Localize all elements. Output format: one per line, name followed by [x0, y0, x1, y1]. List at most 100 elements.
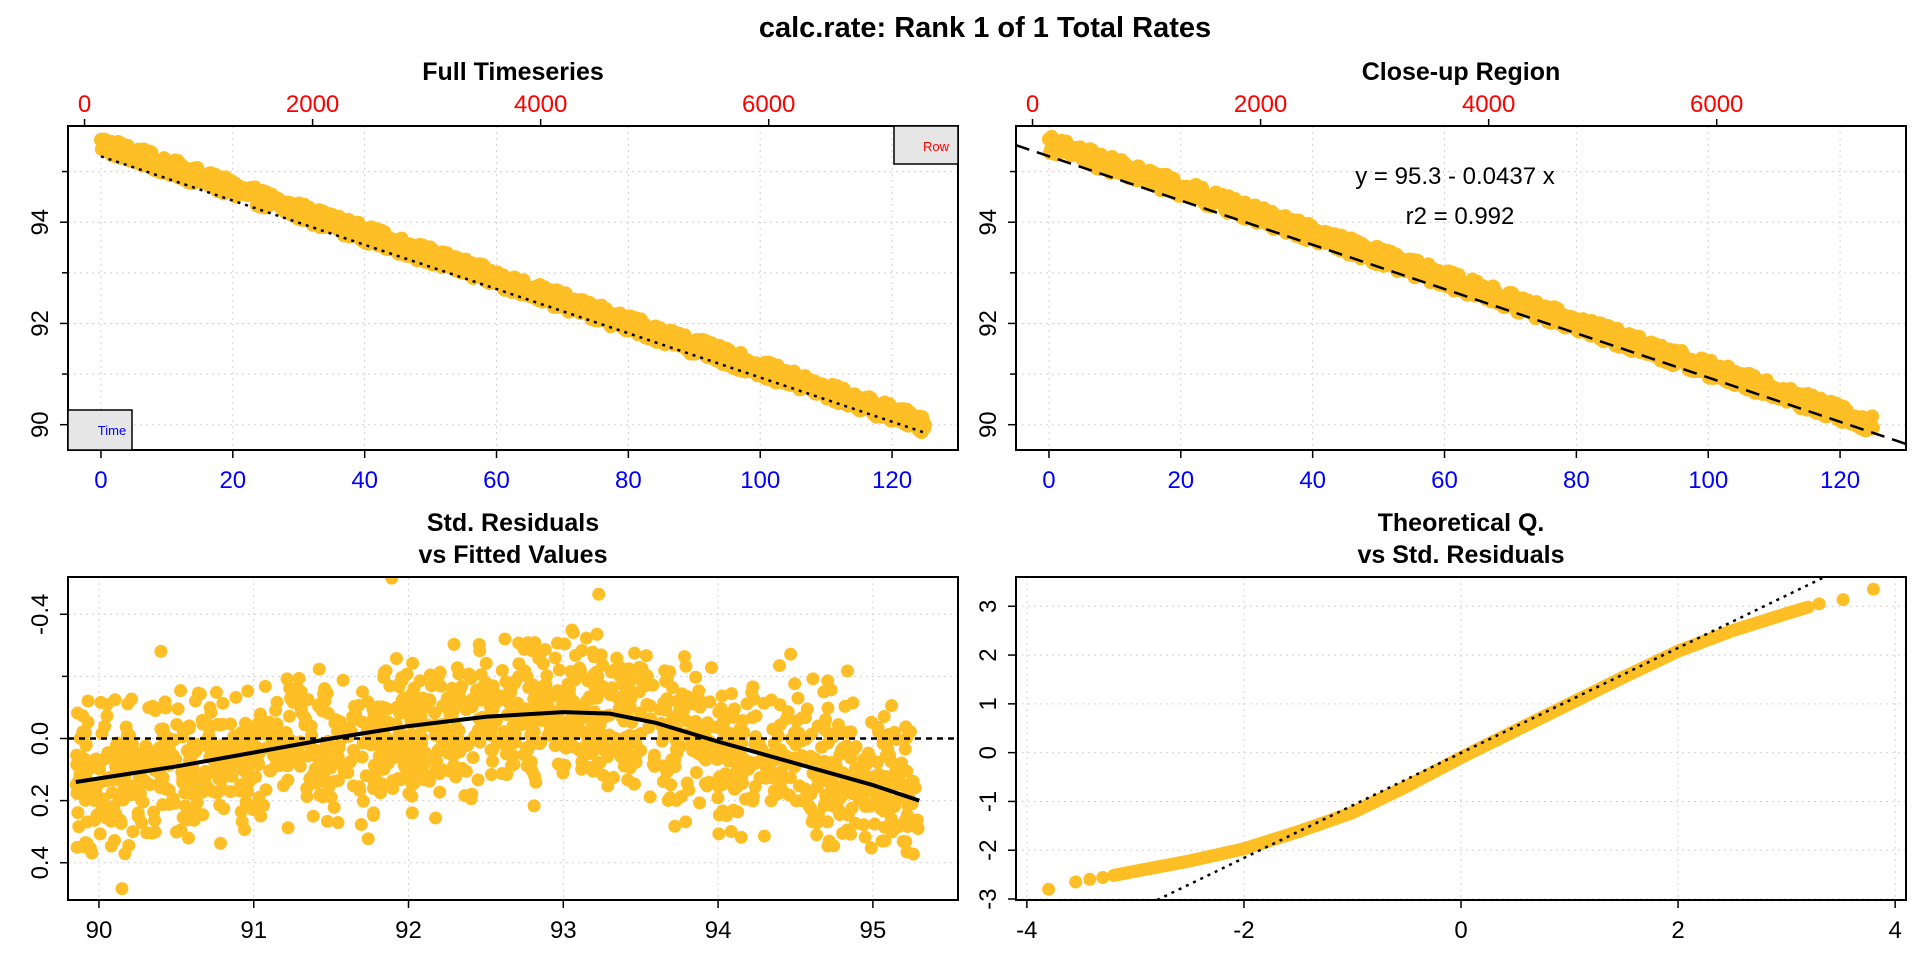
y-tick-label: 1: [975, 697, 1002, 710]
data-point: [669, 793, 683, 807]
panel-title-line2: vs Std. Residuals: [1357, 541, 1564, 569]
data-point: [558, 758, 572, 772]
data-point: [792, 779, 806, 793]
data-point: [712, 808, 726, 822]
data-point: [70, 786, 84, 800]
data-point: [633, 706, 647, 720]
data-point: [731, 732, 745, 746]
data-point: [162, 783, 176, 797]
panel-title-line1: Std. Residuals: [427, 509, 599, 537]
data-point: [525, 737, 539, 751]
data-point: [95, 727, 109, 741]
data-point: [918, 417, 933, 432]
data-point: [767, 736, 781, 750]
data-point: [679, 815, 693, 829]
data-point: [465, 700, 479, 714]
y-tick-label: 90: [27, 411, 54, 438]
x-tick-label: 60: [1431, 467, 1458, 494]
data-point: [376, 748, 390, 762]
data-point: [527, 725, 541, 739]
x-tick-label: 91: [240, 917, 267, 944]
x-tick-label: 94: [705, 917, 732, 944]
data-point: [820, 815, 834, 829]
data-point: [410, 762, 424, 776]
data-point: [887, 769, 901, 783]
data-point: [592, 587, 606, 601]
data-point: [527, 799, 541, 813]
panel-title: Full Timeseries: [422, 58, 604, 86]
data-point: [753, 771, 767, 785]
data-point: [1866, 420, 1881, 435]
x-tick-label: 0: [1454, 917, 1467, 944]
data-point: [469, 683, 483, 697]
data-point: [71, 806, 85, 820]
data-point: [303, 772, 317, 786]
data-point: [320, 814, 334, 828]
panel-frame: [67, 125, 959, 451]
data-point: [757, 696, 771, 710]
data-point: [545, 727, 559, 741]
data-point: [495, 767, 509, 781]
x-tick-label: 40: [351, 467, 378, 494]
data-point: [385, 577, 399, 585]
x-tick-label: 4: [1888, 917, 1901, 944]
data-point: [115, 882, 129, 896]
data-point: [1866, 582, 1880, 596]
data-point: [294, 686, 308, 700]
data-point: [621, 750, 635, 764]
data-point: [356, 736, 370, 750]
data-point: [346, 710, 360, 724]
data-point: [175, 765, 189, 779]
data-point: [625, 669, 639, 683]
data-point: [280, 672, 294, 686]
data-point: [156, 771, 170, 785]
data-point: [495, 663, 509, 677]
y-axis-left: 0.4 0.2 0.0 -0.4: [27, 594, 68, 879]
fit-line: [75, 710, 920, 803]
y-tick-label: 3: [975, 600, 1002, 613]
data-point: [394, 773, 408, 787]
data-point: [717, 746, 731, 760]
data-point: [509, 714, 523, 728]
data-point: [213, 718, 227, 732]
data-point: [118, 847, 132, 861]
data-point: [389, 652, 403, 666]
data-point: [538, 643, 552, 657]
y-tick-label: -3: [975, 888, 1002, 909]
data-point: [81, 715, 95, 729]
main-title: calc.rate: Rank 1 of 1 Total Rates: [759, 12, 1211, 44]
data-point: [344, 755, 358, 769]
panel-closeup_region: Close-up Region 0 20 40 60 80 100 120 0 2000 4000 6…: [975, 58, 1907, 494]
data-point: [806, 672, 820, 686]
data-point: [418, 773, 432, 787]
data-point: [121, 697, 135, 711]
data-point: [259, 783, 273, 797]
data-point: [721, 726, 735, 740]
data-point: [646, 678, 660, 692]
data-point: [158, 695, 172, 709]
data-point: [520, 669, 534, 683]
x-axis-bottom: 90 91 92 93 94 95: [86, 900, 886, 944]
data-point: [840, 739, 854, 753]
data-point: [628, 646, 642, 660]
data-point: [871, 720, 885, 734]
data-point: [657, 696, 671, 710]
data-point: [216, 696, 230, 710]
data-point: [465, 787, 479, 801]
data-point: [148, 813, 162, 827]
data-point: [330, 740, 344, 754]
data-point: [849, 816, 863, 830]
data-point: [210, 786, 224, 800]
top-tick-label: 6000: [1690, 91, 1743, 118]
panel-qq_plot: Theoretical Q. vs Std. Residuals -4 -2 0 2 4 -3…: [975, 509, 1907, 944]
data-point: [450, 661, 464, 675]
data-point: [692, 684, 706, 698]
data-point: [227, 730, 241, 744]
data-point: [333, 756, 347, 770]
data-point: [898, 814, 912, 828]
panel-title-line2: vs Fitted Values: [419, 541, 608, 569]
x-axis-bottom: 0 20 40 60 80 100 120: [94, 450, 912, 494]
data-point: [587, 679, 601, 693]
data-point: [114, 816, 128, 830]
data-point: [734, 830, 748, 844]
